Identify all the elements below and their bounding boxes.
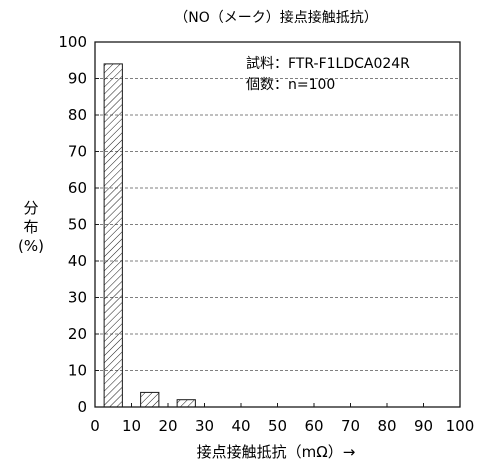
x-tick-label-6: 60 — [304, 417, 323, 435]
x-tick-label-8: 80 — [377, 417, 396, 435]
y-tick-label-6: 60 — [68, 179, 87, 197]
x-tick-label-9: 90 — [414, 417, 433, 435]
annotation-sample: 試料：FTR-F1LDCA024R — [246, 56, 410, 72]
x-tick-label-0: 0 — [90, 417, 100, 435]
y-axis-label-line-1: 布 — [23, 218, 38, 236]
x-tick-label-10: 100 — [446, 417, 475, 435]
y-axis-ticks: 0 10 20 30 40 50 60 70 80 90 100 — [58, 33, 99, 416]
y-tick-label-2: 20 — [68, 325, 87, 343]
bar-1 — [140, 391, 160, 408]
y-tick-label-5: 50 — [68, 216, 87, 234]
gridlines — [95, 78, 460, 371]
y-tick-label-1: 10 — [68, 362, 87, 380]
y-tick-label-7: 70 — [68, 143, 87, 161]
x-tick-label-7: 70 — [341, 417, 360, 435]
y-tick-label-9: 90 — [68, 70, 87, 88]
y-tick-label-0: 0 — [77, 398, 87, 416]
y-tick-label-4: 40 — [68, 252, 87, 270]
bars — [103, 63, 196, 408]
x-axis-label: 接点接触抵抗（mΩ）→ — [197, 443, 356, 461]
y-axis-label-line-0: 分 — [23, 199, 38, 217]
x-tick-label-1: 10 — [122, 417, 141, 435]
y-tick-label-10: 100 — [58, 33, 87, 51]
x-axis-ticks: 0 10 20 30 40 50 60 70 80 90 100 — [90, 403, 474, 435]
y-tick-label-3: 30 — [68, 289, 87, 307]
x-tick-label-3: 30 — [195, 417, 214, 435]
x-tick-label-2: 20 — [158, 417, 177, 435]
annotation-count: 個数：n=100 — [246, 77, 335, 93]
x-tick-label-4: 40 — [231, 417, 250, 435]
y-axis-label: 分布(%) — [18, 199, 44, 255]
x-tick-label-5: 50 — [268, 417, 287, 435]
y-axis-label-line-2: (%) — [18, 237, 44, 255]
y-tick-label-8: 80 — [68, 106, 87, 124]
chart-title: （NO（メーク）接点接触抵抗） — [174, 9, 378, 26]
bar-2 — [176, 399, 196, 408]
bar-0 — [103, 63, 123, 408]
